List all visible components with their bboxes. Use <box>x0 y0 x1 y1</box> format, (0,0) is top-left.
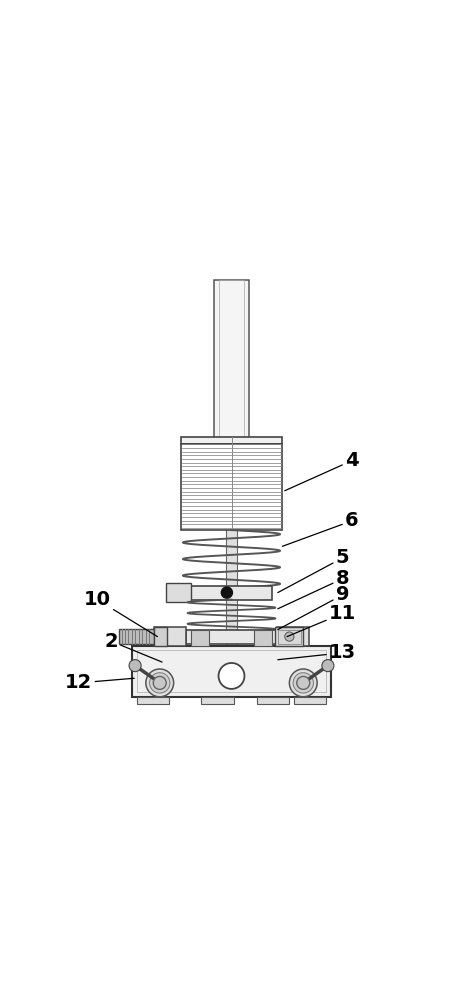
Text: 12: 12 <box>65 673 134 692</box>
Bar <box>201 697 234 704</box>
Bar <box>214 280 249 440</box>
Circle shape <box>221 587 232 598</box>
Bar <box>181 444 282 530</box>
Circle shape <box>129 660 141 672</box>
Text: 9: 9 <box>278 585 350 630</box>
Bar <box>191 630 208 646</box>
Circle shape <box>297 676 310 689</box>
Bar <box>132 646 331 697</box>
Bar <box>154 627 167 646</box>
Circle shape <box>153 676 166 689</box>
Text: 10: 10 <box>84 590 157 637</box>
Bar <box>181 437 282 444</box>
Bar <box>137 697 169 704</box>
Bar <box>294 697 326 704</box>
Circle shape <box>150 673 170 693</box>
Text: 5: 5 <box>278 548 350 593</box>
Text: 6: 6 <box>282 511 359 546</box>
Bar <box>278 630 301 644</box>
Text: 13: 13 <box>278 643 356 662</box>
Bar <box>226 437 237 669</box>
Circle shape <box>289 669 317 697</box>
Circle shape <box>322 660 334 672</box>
Bar <box>255 630 272 646</box>
Text: 4: 4 <box>285 451 359 491</box>
Bar <box>154 627 186 646</box>
Bar <box>119 629 154 644</box>
Bar <box>191 586 272 600</box>
Bar <box>219 280 244 440</box>
Circle shape <box>146 669 174 697</box>
Bar <box>166 583 191 602</box>
Circle shape <box>285 632 294 641</box>
Text: 11: 11 <box>287 604 356 637</box>
Circle shape <box>293 673 313 693</box>
Circle shape <box>219 663 244 689</box>
Bar <box>257 697 289 704</box>
Bar <box>277 627 309 646</box>
Bar <box>275 627 303 646</box>
Text: 2: 2 <box>104 632 162 662</box>
Bar <box>186 630 277 644</box>
Bar <box>137 650 326 692</box>
Text: 8: 8 <box>278 569 350 609</box>
